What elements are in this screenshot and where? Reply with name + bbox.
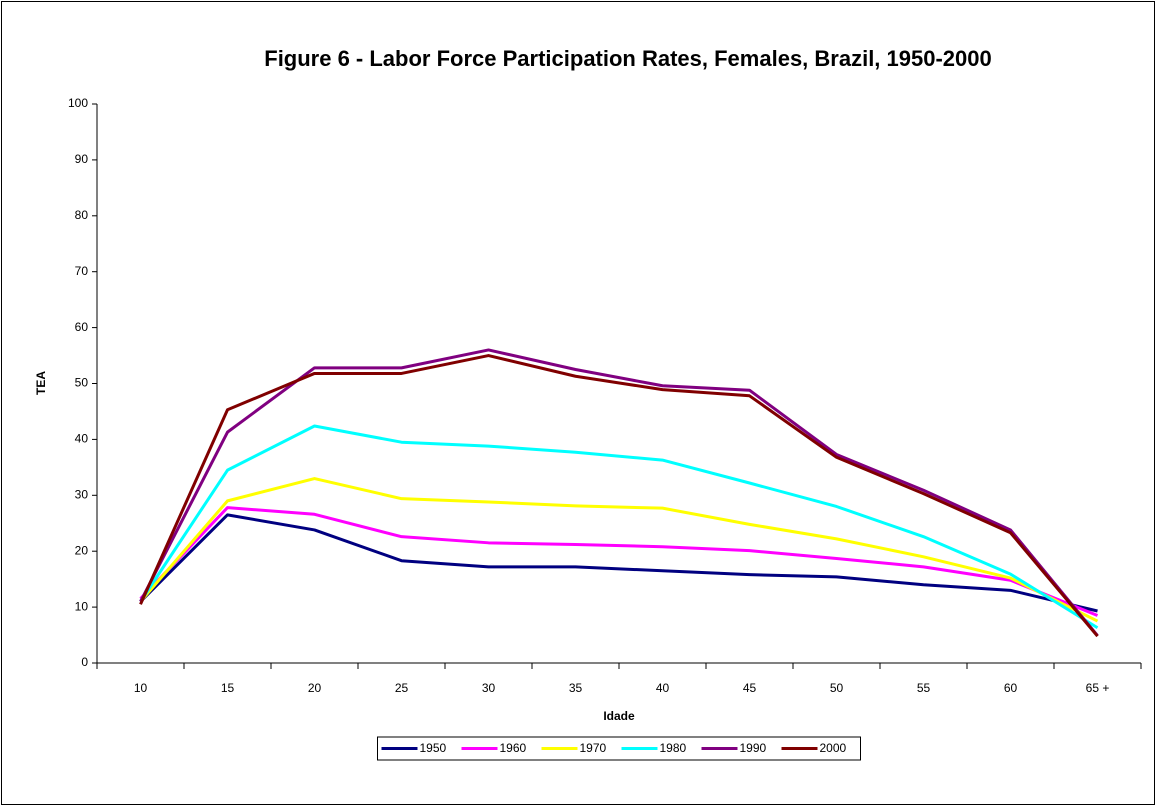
y-tick-label: 100	[68, 96, 88, 110]
legend-label: 1970	[580, 741, 607, 755]
legend-label: 1960	[500, 741, 527, 755]
x-tick-label: 50	[830, 681, 844, 695]
y-tick-label: 70	[75, 264, 89, 278]
x-tick-label: 30	[482, 681, 496, 695]
x-tick-label: 60	[1004, 681, 1018, 695]
x-tick-label: 10	[134, 681, 148, 695]
y-axis-title: TEA	[34, 371, 48, 395]
legend-box	[377, 736, 861, 761]
legend-label: 1990	[740, 741, 767, 755]
x-tick-label: 65 +	[1086, 681, 1110, 695]
chart-title: Figure 6 - Labor Force Participation Rat…	[264, 46, 992, 71]
y-tick-label: 30	[75, 487, 89, 501]
y-tick-label: 40	[75, 432, 89, 446]
y-tick-label: 80	[75, 208, 89, 222]
x-axis-title: Idade	[603, 709, 635, 723]
series-line	[139, 477, 1099, 623]
y-tick-label: 0	[81, 655, 88, 669]
x-tick-label: 55	[917, 681, 931, 695]
legend-label: 1950	[420, 741, 447, 755]
series-line	[139, 424, 1099, 630]
y-tick-label: 10	[75, 599, 89, 613]
y-tick-label: 60	[75, 320, 89, 334]
x-tick-label: 15	[221, 681, 235, 695]
x-tick-label: 20	[308, 681, 322, 695]
x-tick-label: 35	[569, 681, 583, 695]
series-line	[139, 513, 1098, 613]
legend-label: 1980	[660, 741, 687, 755]
x-tick-label: 40	[656, 681, 670, 695]
y-tick-label: 90	[75, 152, 89, 166]
series-line	[139, 506, 1099, 617]
y-tick-label: 20	[75, 543, 89, 557]
x-tick-label: 45	[743, 681, 757, 695]
x-tick-label: 25	[395, 681, 409, 695]
series-line	[139, 354, 1099, 638]
y-tick-label: 50	[75, 376, 89, 390]
legend-label: 2000	[820, 741, 847, 755]
